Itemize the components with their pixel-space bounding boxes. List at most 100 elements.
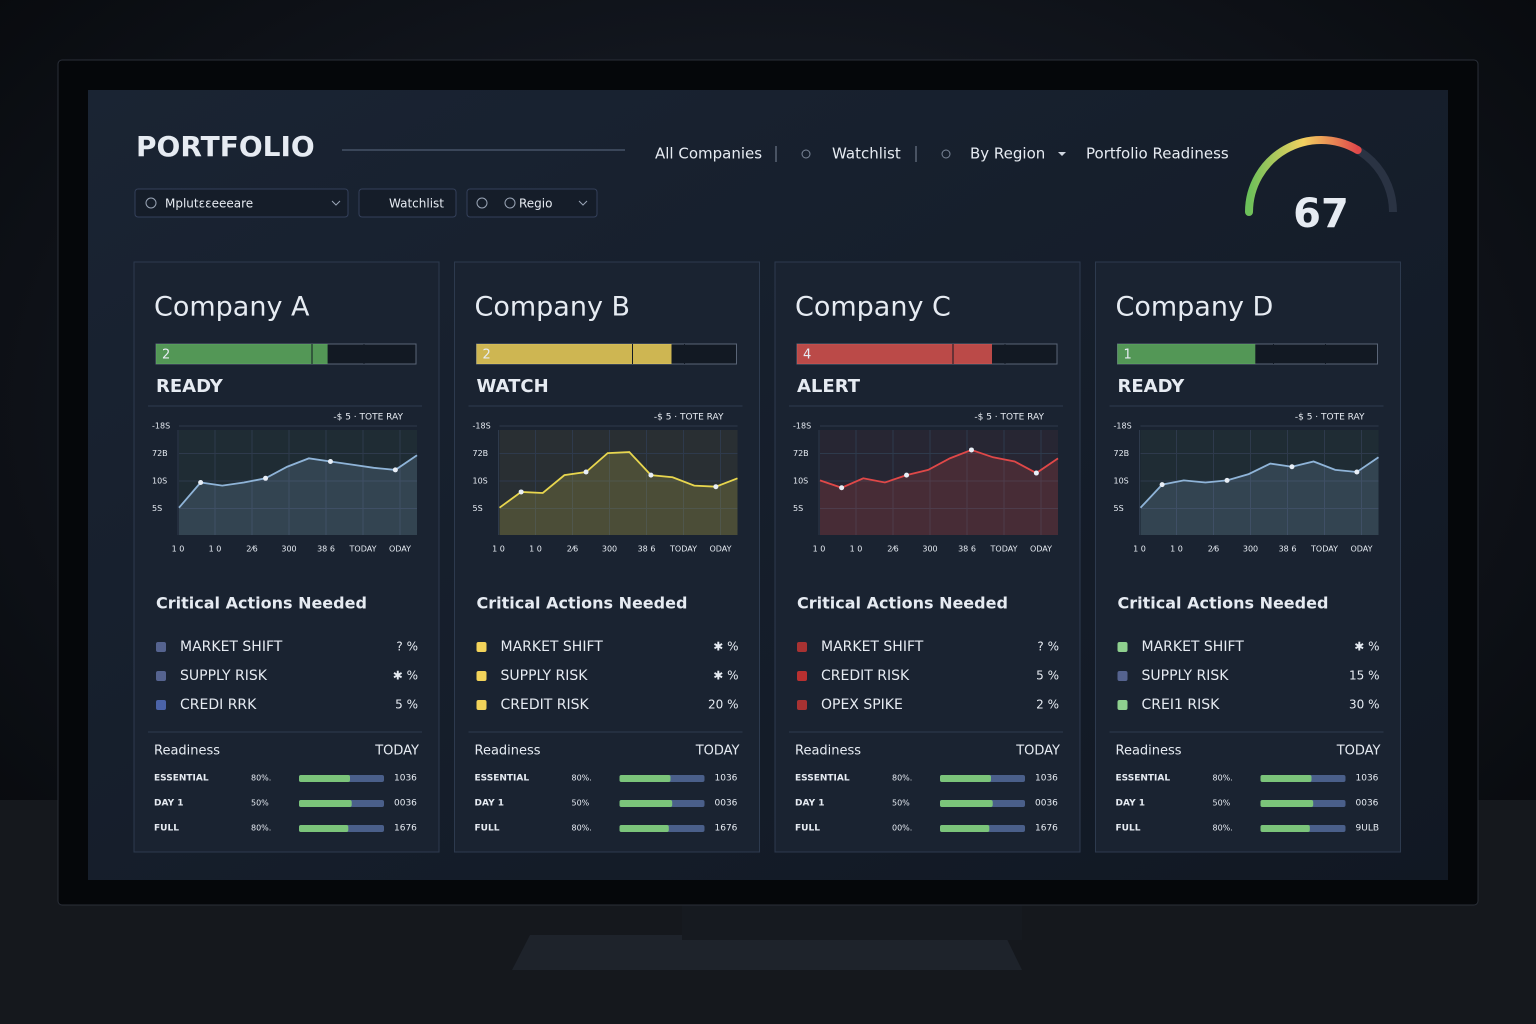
action-marker [156, 642, 166, 652]
filter-caret [578, 200, 588, 206]
nav-icon [801, 149, 811, 159]
x-tick-label: 2⁄6 [567, 545, 579, 554]
chart-legend: -$ 5 · TOTE RAY [974, 413, 1044, 423]
chart-point [198, 480, 204, 485]
x-tick-label: 300 [602, 545, 617, 554]
x-tick-label: 1 0 [850, 545, 863, 554]
chart-point [518, 489, 524, 495]
filter-caret [331, 200, 341, 206]
y-tick-label: 10S [793, 477, 808, 486]
nav-item[interactable]: Watchlist [832, 145, 901, 163]
action-label: CREI1 RISK [1142, 697, 1221, 713]
readiness-row-label: FULL [154, 824, 179, 834]
action-label: MARKET SHIFT [821, 639, 924, 655]
status-label: READY [156, 376, 224, 397]
y-tick-label: 10S [152, 477, 167, 486]
readiness-bar-fill [1260, 825, 1310, 832]
status-level: 2 [483, 348, 491, 363]
x-tick-label: 300 [1243, 545, 1258, 554]
actions-title: Critical Actions Needed [1118, 594, 1329, 613]
readiness-row-label: DAY 1 [1116, 799, 1146, 809]
x-tick-label: 1 0 [813, 545, 826, 554]
readiness-row-value: 0036 [1035, 799, 1058, 809]
readiness-when: TODAY [695, 744, 740, 759]
x-tick-label: 1 0 [209, 545, 222, 554]
chart-point [1159, 482, 1165, 488]
readiness-row-value: 1036 [1035, 774, 1058, 784]
readiness-row-value: 9ULB [1356, 824, 1380, 834]
readiness-row-value: 1036 [394, 774, 417, 784]
x-tick-label: 300 [922, 545, 937, 554]
filter-label: Watchlist [389, 197, 444, 211]
status-bar-fill [476, 344, 672, 364]
action-label: CREDIT RISK [821, 668, 910, 684]
status-level: 2 [162, 348, 170, 363]
action-label: MARKET SHIFT [501, 639, 604, 655]
x-tick-label: 2⁄6 [1208, 545, 1220, 554]
chart-plot [499, 430, 738, 535]
y-tick-label: 5S [473, 504, 483, 513]
y-tick-label: 72B [1114, 449, 1130, 458]
nav-caret [1058, 152, 1066, 156]
action-marker [797, 700, 807, 710]
action-marker [156, 671, 166, 681]
nav-item[interactable]: By Region [970, 145, 1045, 163]
filter-box[interactable] [466, 188, 598, 218]
readiness-row-value: 0036 [715, 799, 738, 809]
action-value: 30 % [1349, 698, 1380, 712]
readiness-title: Readiness [475, 744, 541, 759]
x-tick-label: ODAY [1350, 545, 1372, 554]
chart-point [1033, 470, 1039, 476]
actions-title: Critical Actions Needed [797, 594, 1008, 613]
filter-box[interactable] [358, 188, 457, 218]
status-level: 1 [1124, 348, 1132, 363]
action-label: MARKET SHIFT [180, 639, 283, 655]
y-tick-label: 5S [152, 504, 162, 513]
x-tick-label: TODAY [1310, 545, 1338, 554]
action-label: SUPPLY RISK [1142, 668, 1230, 684]
x-tick-label: 2⁄6 [246, 545, 258, 554]
action-label: MARKET SHIFT [1142, 639, 1245, 655]
readiness-row-pct: 50% [251, 799, 269, 808]
chart-plot [179, 430, 417, 535]
readiness-row-label: FULL [1116, 824, 1141, 834]
chart-point [583, 469, 589, 475]
status-label: WATCH [477, 376, 549, 397]
filter-icon [476, 197, 488, 209]
action-label: CREDIT RISK [501, 697, 590, 713]
x-tick-label: 2⁄6 [887, 545, 899, 554]
chart-plot [820, 430, 1058, 535]
action-marker [156, 700, 166, 710]
readiness-row-pct: 50% [892, 799, 910, 808]
readiness-row-label: FULL [475, 824, 500, 834]
readiness-row-label: DAY 1 [154, 799, 184, 809]
readiness-bar-fill [619, 800, 673, 807]
y-tick-label: -18S [793, 422, 811, 431]
y-tick-label: -18S [473, 422, 491, 431]
nav-item[interactable]: All Companies [655, 145, 762, 163]
x-tick-label: 38 6 [317, 545, 335, 554]
nav-icon [941, 149, 951, 159]
action-value: ✱ % [713, 669, 738, 683]
chart-point [1224, 477, 1230, 483]
action-value: 15 % [1349, 669, 1380, 683]
x-tick-label: 38 6 [638, 545, 656, 554]
nav-item[interactable]: Portfolio Readiness [1086, 145, 1229, 163]
chart-line [498, 451, 738, 509]
x-tick-label: 38 6 [1279, 545, 1297, 554]
chart-legend: -$ 5 · TOTE RAY [654, 413, 724, 423]
readiness-row-label: ESSENTIAL [475, 774, 530, 784]
y-tick-label: 72B [793, 449, 809, 458]
readiness-title: Readiness [1116, 744, 1182, 759]
chart-point [904, 472, 910, 478]
chart-area [499, 452, 738, 535]
x-tick-label: 1 0 [529, 545, 542, 554]
filter-box[interactable] [134, 188, 349, 218]
y-tick-label: -18S [1114, 422, 1132, 431]
readiness-row-value: 1676 [715, 824, 738, 834]
readiness-row-pct: 80%. [1213, 824, 1233, 833]
action-marker [476, 700, 487, 710]
readiness-title: Readiness [795, 744, 861, 759]
x-tick-label: ODAY [389, 545, 411, 554]
